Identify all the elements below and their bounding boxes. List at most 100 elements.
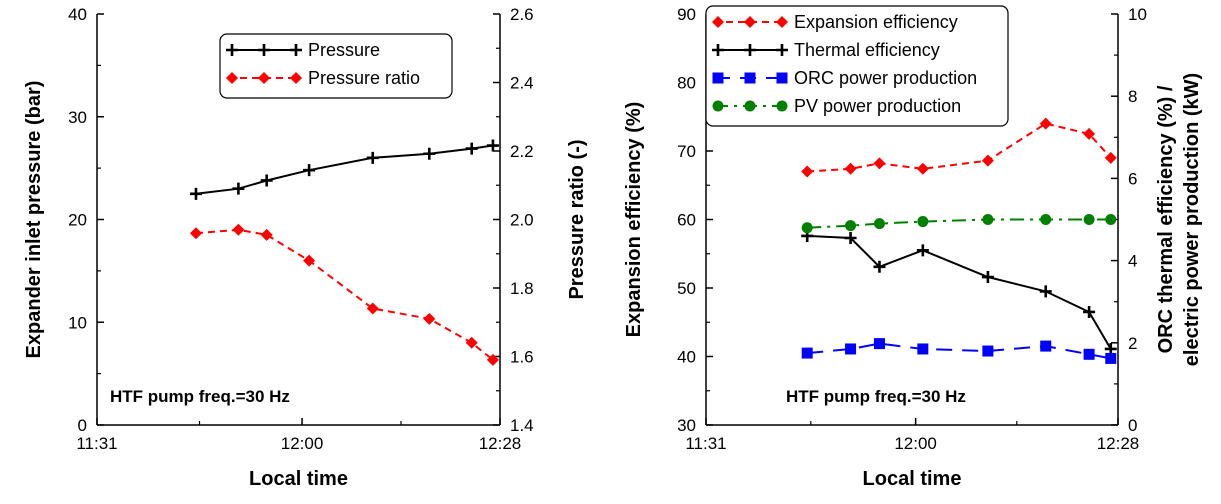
legend-entry-pressure-ratio: Pressure ratio [226,68,420,88]
series-pv-power-production [801,214,1117,234]
data-point-expansion-efficiency [844,162,857,175]
y-axis-label: Expansion efficiency (%) [623,102,645,338]
legend-label: Expansion efficiency [794,12,958,32]
legend-marker [776,72,788,84]
data-point-pv-power-production [873,218,885,230]
data-point-pressure-ratio [465,336,478,349]
annotation-label: HTF pump freq.=30 Hz [110,387,290,406]
annotation-label: HTF pump freq.=30 Hz [786,387,966,406]
data-point-pressure-ratio [303,254,316,267]
y-tick-label: 80 [677,74,696,93]
y-tick-label: 30 [68,108,87,127]
y-right-tick-label: 2.6 [510,5,534,24]
y-right-tick-label: 2 [1128,334,1137,353]
data-point-pv-power-production [801,222,813,234]
data-point-expansion-efficiency [981,154,994,167]
y-right-tick-label: 1.8 [510,279,534,298]
data-point-pv-power-production [1083,214,1095,225]
legend: Pressure Pressure ratio [219,33,453,99]
data-point-pressure-ratio [423,312,436,325]
data-point-thermal-efficiency [1083,305,1096,318]
y-right-tick-label: 2.4 [510,74,534,93]
data-point-pressure [366,151,379,164]
legend-entry-thermal-efficiency: Thermal efficiency [712,40,940,60]
data-point-expansion-efficiency [801,165,814,178]
data-point-pressure-ratio [189,227,202,240]
data-point-pressure-ratio [486,353,499,366]
data-point-pressure [423,147,436,160]
legend-entry-expansion-efficiency: Expansion efficiency [712,12,958,32]
legend-marker [744,100,756,112]
data-point-thermal-efficiency [844,231,857,244]
data-point-pv-power-production [917,216,929,228]
data-point-expansion-efficiency [873,157,886,170]
legend-marker [744,16,756,28]
x-axis-label: Local time [249,468,348,490]
x-tick-label: 12:28 [1097,434,1140,453]
data-point-pv-power-production [1105,214,1117,225]
y-tick-label: 70 [677,142,696,161]
y-tick-label: 60 [677,211,696,230]
y-right-tick-label: 8 [1128,87,1137,106]
series-pressure-ratio [189,223,499,366]
y-right-tick-label: 4 [1128,252,1137,271]
y-tick-label: 10 [68,313,87,332]
y-tick-label: 40 [68,5,87,24]
data-point-thermal-efficiency [873,260,886,273]
data-point-pressure [260,174,273,187]
legend-marker [290,72,302,84]
legend-marker [712,16,724,28]
data-point-thermal-efficiency [916,244,929,257]
legend-marker [744,72,756,84]
data-point-orc-power-production [1040,340,1052,352]
x-tick-label: 12:28 [479,434,522,453]
series-thermal-efficiency [801,229,1117,355]
legend-label: Pressure ratio [308,68,420,88]
y-axis-label: Expander inlet pressure (bar) [23,81,45,359]
legend-marker [290,44,302,56]
data-point-pressure [486,139,499,152]
legend-marker [776,100,788,112]
legend-label: Thermal efficiency [794,40,940,60]
x-tick-label: 12:00 [894,434,937,453]
legend-entry-pressure: Pressure [226,40,380,60]
y-tick-label: 0 [78,416,87,435]
y-right-axis-label-line1: ORC thermal efficiency (%) / [1155,85,1177,353]
y-tick-label: 50 [677,279,696,298]
data-point-pressure [189,187,202,200]
legend-marker [712,100,724,112]
data-point-expansion-efficiency [1083,127,1096,140]
y-right-tick-label: 2.2 [510,142,534,161]
legend-label: ORC power production [794,68,977,88]
series-line-pv-power-production [807,218,1111,229]
legend-label: PV power production [794,96,961,116]
legend-marker [744,44,756,56]
data-point-thermal-efficiency [1039,285,1052,298]
legend: Expansion efficiency Thermal efficiency OR… [705,5,1009,127]
y-right-tick-label: 0 [1128,416,1137,435]
y-right-tick-label: 2.0 [510,211,534,230]
data-point-expansion-efficiency [1039,117,1052,130]
data-point-pressure [303,164,316,177]
y-right-axis-label-line2: electric power production (kW) [1181,73,1203,366]
legend-marker [258,72,270,84]
y-right-tick-label: 6 [1128,169,1137,188]
data-point-orc-power-production [917,343,929,355]
legend-marker [712,72,724,84]
legend-entry-pv-power-production: PV power production [712,96,961,116]
pressure-chart: 11:31 12:00 12:28 0 10 20 30 40 1.4 1.6 1.8 2.0 2.2 2… [23,5,588,490]
data-point-orc-power-production [1105,352,1117,364]
legend-marker [776,44,788,56]
data-point-expansion-efficiency [1104,151,1117,164]
data-point-expansion-efficiency [916,162,929,175]
series-line-pressure [195,144,494,195]
x-axis-label: Local time [863,468,962,490]
y-tick-label: 20 [68,211,87,230]
series-orc-power-production [801,338,1117,364]
y-tick-label: 40 [677,348,696,367]
data-point-pressure-ratio [260,228,273,241]
data-point-orc-power-production [1083,348,1095,360]
legend-marker [258,44,270,56]
legend-box [705,5,1009,127]
